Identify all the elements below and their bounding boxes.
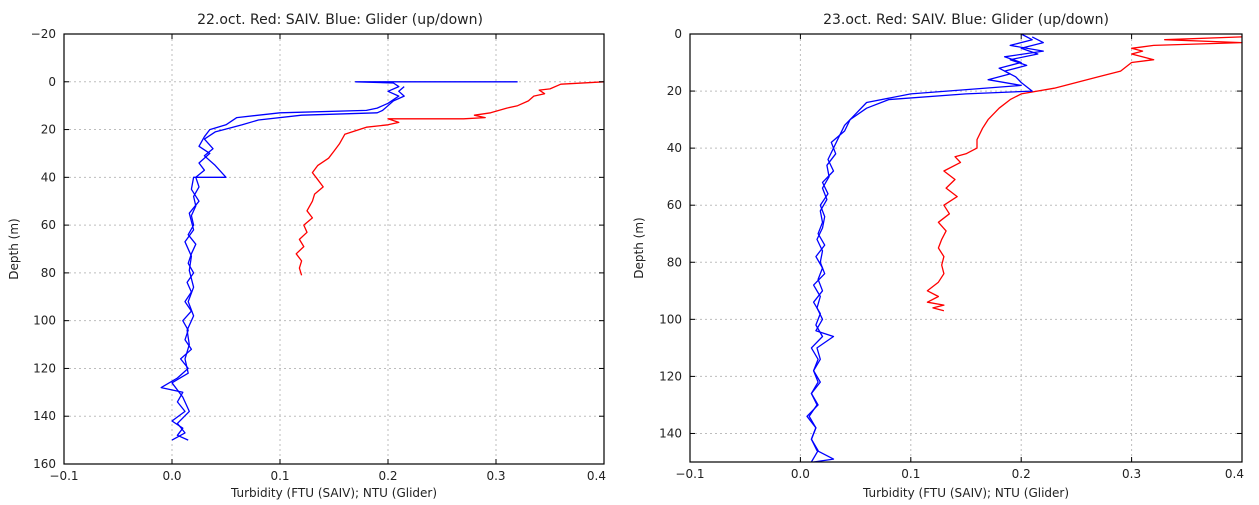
x-tick-label: 0.0 xyxy=(791,467,810,481)
y-tick-label: 20 xyxy=(41,123,56,137)
y-tick-label: 160 xyxy=(33,457,56,471)
x-tick-label: 0.3 xyxy=(486,469,505,483)
series-line-3 xyxy=(171,86,405,441)
y-tick-label: 60 xyxy=(667,198,682,212)
y-tick-label: −20 xyxy=(31,27,56,41)
chart-panel-1: −0.1 0.0 0.1 0.2 0.3 0.4 −20 0 20 40 60 80 100 120 140… xyxy=(7,12,606,500)
plot-area xyxy=(64,34,604,464)
x-tick-label: −0.1 xyxy=(675,467,704,481)
chart-panel-2: −0.1 0.0 0.1 0.2 0.3 0.4 0 20 40 60 80 100 120 140 23.… xyxy=(632,12,1244,500)
y-tick-label: 120 xyxy=(659,369,682,383)
y-tick-label: 0 xyxy=(48,75,56,89)
chart-title: 22.oct. Red: SAIV. Blue: Glider (up/down… xyxy=(197,12,483,28)
series-line-1 xyxy=(926,36,1243,312)
x-tick-label: 0.2 xyxy=(378,469,397,483)
y-tick-label: 0 xyxy=(674,27,682,41)
plot-frame xyxy=(63,33,605,465)
x-tick-label: −0.1 xyxy=(49,469,78,483)
chart-title: 23.oct. Red: SAIV. Blue: Glider (up/down… xyxy=(823,12,1109,28)
y-tick-label: 100 xyxy=(659,312,682,326)
x-tick-label: 0.3 xyxy=(1122,467,1141,481)
x-axis-label: Turbidity (FTU (SAIV); NTU (Glider) xyxy=(862,486,1069,500)
series-line-1 xyxy=(295,81,605,276)
y-tick-label: 40 xyxy=(667,141,682,155)
y-tick-label: 80 xyxy=(667,255,682,269)
y-tick-label: 140 xyxy=(659,426,682,440)
y-tick-label: 100 xyxy=(33,314,56,328)
y-tick-label: 140 xyxy=(33,409,56,423)
x-tick-label: 0.1 xyxy=(901,467,920,481)
y-tick-label: 60 xyxy=(41,218,56,232)
plot-frame xyxy=(689,33,1243,463)
x-tick-label: 0.1 xyxy=(270,469,289,483)
x-tick-label: 0.2 xyxy=(1012,467,1031,481)
y-tick-label: 80 xyxy=(41,266,56,280)
x-tick-label: 0.0 xyxy=(162,469,181,483)
x-tick-label: 0.4 xyxy=(587,469,606,483)
y-axis-label: Depth (m) xyxy=(632,217,646,278)
plot-area xyxy=(690,34,1242,462)
series-line-2 xyxy=(160,81,518,441)
y-tick-label: 20 xyxy=(667,84,682,98)
y-axis-label: Depth (m) xyxy=(7,218,21,279)
x-axis-label: Turbidity (FTU (SAIV); NTU (Glider) xyxy=(230,486,437,500)
y-tick-label: 40 xyxy=(41,170,56,184)
y-tick-label: 120 xyxy=(33,361,56,375)
x-tick-label: 0.4 xyxy=(1225,467,1244,481)
series-line-3 xyxy=(806,36,1044,463)
